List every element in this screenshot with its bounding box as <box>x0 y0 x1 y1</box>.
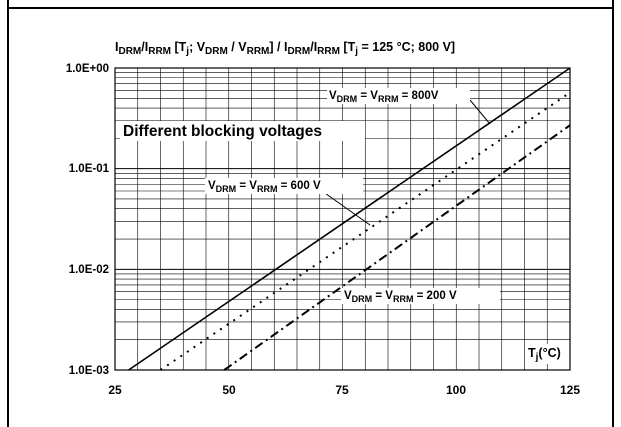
frame-left-border <box>7 0 9 427</box>
series-group <box>128 67 571 371</box>
x-axis-label-bg <box>525 344 568 364</box>
series-line-0 <box>128 67 571 371</box>
frame-right-border <box>612 0 614 427</box>
series-line-2 <box>223 124 571 371</box>
y-tick-label: 1.0E-02 <box>69 264 109 276</box>
x-tick-label: 125 <box>560 383 580 397</box>
frame-top-border <box>7 7 614 9</box>
series-800v-leader <box>469 99 491 125</box>
series-200v-label-bg <box>341 288 500 304</box>
y-tick-label: 1.0E-01 <box>69 163 110 175</box>
series-800v-label: VDRM = VRRM = 800V <box>329 90 439 104</box>
x-tick-label: 75 <box>335 383 349 397</box>
series-200v-label: VDRM = VRRM = 200 V <box>344 290 457 304</box>
chart-title: IDRM/IRRM [Tj; VDRM / VRRM] / IDRM/IRRM … <box>115 40 455 57</box>
y-tick-label: 1.0E-03 <box>69 365 109 377</box>
x-tick-label: 100 <box>446 383 466 397</box>
series-600v-label: VDRM = VRRM = 600 V <box>208 180 321 194</box>
annotation-box-text: Different blocking voltages <box>123 123 322 140</box>
annotation-box-bg <box>120 121 365 141</box>
series-600v-leader <box>321 190 371 226</box>
series-600v-label-bg <box>205 178 363 194</box>
x-tick-label: 25 <box>108 383 122 397</box>
x-axis-label: Tj(°C) <box>528 346 561 363</box>
grid <box>115 68 570 370</box>
x-tick-label: 50 <box>222 383 236 397</box>
plot-border <box>114 67 571 371</box>
series-800v-label-bg <box>327 88 470 104</box>
y-tick-label: 1.0E+00 <box>66 63 109 75</box>
